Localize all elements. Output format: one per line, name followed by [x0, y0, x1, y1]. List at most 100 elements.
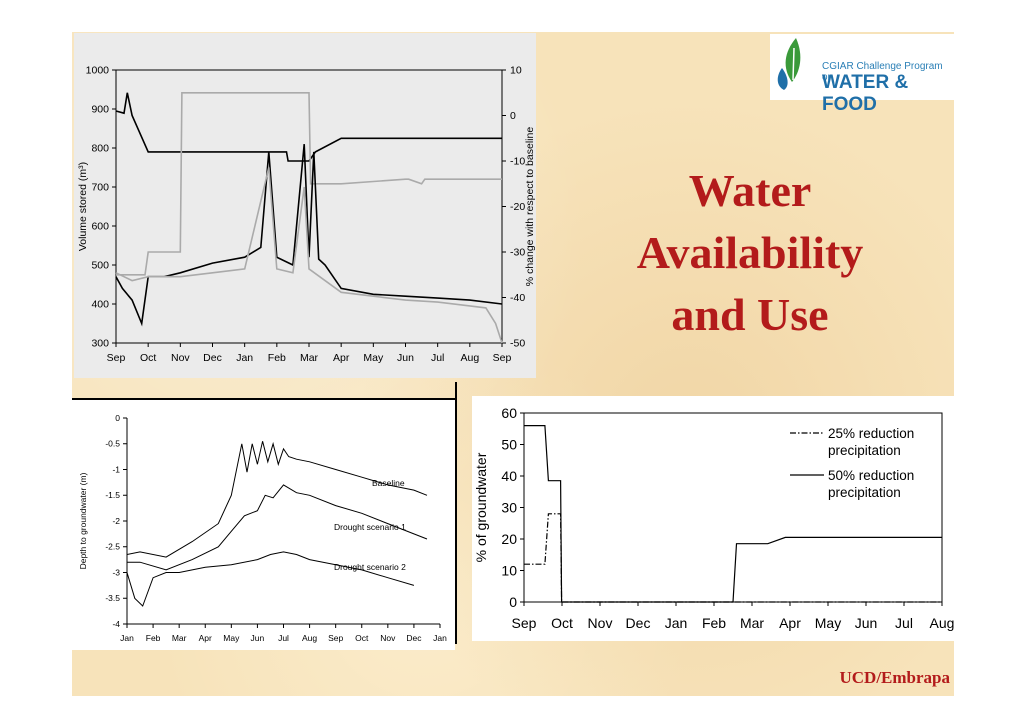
y-tick-label: 20: [501, 531, 517, 547]
y-tick-label: 300: [91, 338, 109, 350]
x-tick-label: Nov: [588, 615, 613, 631]
x-tick-label: Jul: [431, 352, 444, 364]
x-tick-label: Mar: [740, 615, 764, 631]
y-tick-label: -1: [112, 464, 120, 474]
x-tick-label: Jun: [397, 352, 414, 364]
y-tick-label: -0.5: [105, 439, 120, 449]
x-tick-label: Aug: [930, 615, 954, 631]
x-tick-label: Nov: [171, 352, 190, 364]
slide-title: Water Availability and Use: [600, 160, 900, 346]
x-tick-label: Dec: [203, 352, 222, 364]
plot-frame: [523, 412, 943, 603]
depth-groundwater-chart-svg: Jan Feb Mar Apr May Jun Jul Aug Sep Oct Nov Dec Jan 0…: [78, 413, 447, 643]
series-line: [115, 144, 503, 327]
series-line: [116, 91, 502, 276]
y2-tick-label: -20: [510, 201, 525, 213]
title-line-1: Water: [688, 165, 812, 216]
x-tick-label: Feb: [146, 633, 161, 643]
logo-line2: WATER & FOOD: [822, 72, 909, 115]
legend-label: 25% reduction: [828, 426, 914, 441]
x-tick-label: Jan: [433, 633, 447, 643]
x-tick-label: Apr: [779, 615, 801, 631]
x-tick-label: May: [363, 352, 384, 364]
leaf-drop-icon: [777, 38, 801, 90]
title-line-2: Availability: [636, 227, 864, 278]
x-tick-label: Feb: [268, 352, 286, 364]
series-line: [126, 441, 428, 558]
x-tick-label: May: [223, 633, 240, 643]
y2-tick-label: -30: [510, 247, 525, 259]
x-tick-label: Sep: [493, 352, 512, 364]
x-tick-label: Feb: [702, 615, 726, 631]
y-tick-label: -3: [112, 567, 120, 577]
x-tick-label: Jan: [120, 633, 134, 643]
x-tick-label: Sep: [512, 615, 537, 631]
y-tick-label: 500: [91, 260, 109, 272]
y-tick-label: 40: [501, 468, 517, 484]
volume-stored-chart-svg: Sep Oct Nov Dec Jan Feb Mar Apr May Jun Jul Aug Sep 1…: [77, 65, 536, 364]
x-tick-label: Jul: [278, 633, 289, 643]
y-tick-label: -1.5: [105, 490, 120, 500]
series-line: [115, 92, 502, 162]
y-tick-label: -4: [112, 619, 120, 629]
series-line: [127, 484, 428, 571]
x-tick-label: May: [815, 615, 841, 631]
y-axis-label: Volume stored (m³): [77, 162, 89, 251]
series-line: [524, 513, 942, 603]
y-tick-label: 1000: [86, 65, 110, 77]
groundwater-percent-chart: Sep Oct Nov Dec Jan Feb Mar Apr May Jun Jul Aug 60 50…: [472, 396, 954, 641]
logo-line1: CGIAR Challenge Program on: [822, 61, 943, 83]
x-tick-label: Apr: [333, 352, 350, 364]
y-tick-label: -3.5: [105, 593, 120, 603]
legend-label-cont: precipitation: [828, 443, 901, 458]
y2-tick-label: -50: [510, 338, 525, 350]
x-tick-label: Sep: [328, 633, 343, 643]
legend-label-cont: precipitation: [828, 485, 901, 500]
x-tick-label: Aug: [302, 633, 317, 643]
series-line: [115, 167, 503, 344]
x-tick-label: Aug: [460, 352, 479, 364]
depth-groundwater-chart: Jan Feb Mar Apr May Jun Jul Aug Sep Oct Nov Dec Jan 0…: [72, 398, 455, 650]
x-tick-label: Jun: [251, 633, 265, 643]
x-tick-label: Dec: [406, 633, 422, 643]
x-tick-label: Jan: [665, 615, 688, 631]
chart-divider-vertical: [455, 382, 457, 644]
y-tick-label: 0: [509, 594, 517, 610]
groundwater-percent-chart-svg: Sep Oct Nov Dec Jan Feb Mar Apr May Jun Jul Aug 60 50…: [473, 405, 954, 631]
y-axis-label: % of groundwater: [473, 452, 489, 562]
x-tick-label: Mar: [300, 352, 319, 364]
credit-text: UCD/Embrapa: [839, 668, 950, 687]
y2-tick-label: 10: [510, 65, 522, 77]
x-tick-label: Dec: [626, 615, 651, 631]
x-tick-label: Jul: [895, 615, 913, 631]
x-tick-label: Apr: [199, 633, 212, 643]
y-tick-label: 400: [91, 299, 109, 311]
y-tick-label: 700: [91, 182, 109, 194]
y-tick-label: 10: [501, 562, 517, 578]
x-tick-label: Sep: [107, 352, 126, 364]
series-label: Drought scenario 1: [334, 522, 406, 532]
x-tick-label: Jan: [236, 352, 253, 364]
y-tick-label: 800: [91, 143, 109, 155]
series-label: Drought scenario 2: [334, 562, 406, 572]
legend-label: 50% reduction: [828, 468, 914, 483]
y-tick-label: -2.5: [105, 542, 120, 552]
x-tick-label: Nov: [380, 633, 396, 643]
cgiar-logo: CGIAR Challenge Program on WATER & FOOD: [770, 34, 954, 115]
y2-tick-label: -40: [510, 292, 525, 304]
y-tick-label: 600: [91, 221, 109, 233]
y-tick-label: 30: [501, 499, 517, 515]
y-tick-label: 50: [501, 436, 517, 452]
chart-divider-top: [72, 398, 455, 400]
series-line: [126, 551, 415, 607]
y-tick-label: 0: [115, 413, 120, 423]
x-tick-label: Oct: [551, 615, 573, 631]
y-axis-label: Depth to groundwater (m): [78, 472, 88, 569]
title-line-3: and Use: [671, 289, 829, 340]
x-tick-label: Mar: [172, 633, 187, 643]
x-tick-label: Oct: [140, 352, 156, 364]
volume-stored-chart: Sep Oct Nov Dec Jan Feb Mar Apr May Jun Jul Aug Sep 1…: [74, 33, 536, 378]
x-tick-label: Jun: [855, 615, 878, 631]
y-tick-label: 900: [91, 104, 109, 116]
y2-axis-label: % change with respect to baseline: [524, 127, 536, 287]
